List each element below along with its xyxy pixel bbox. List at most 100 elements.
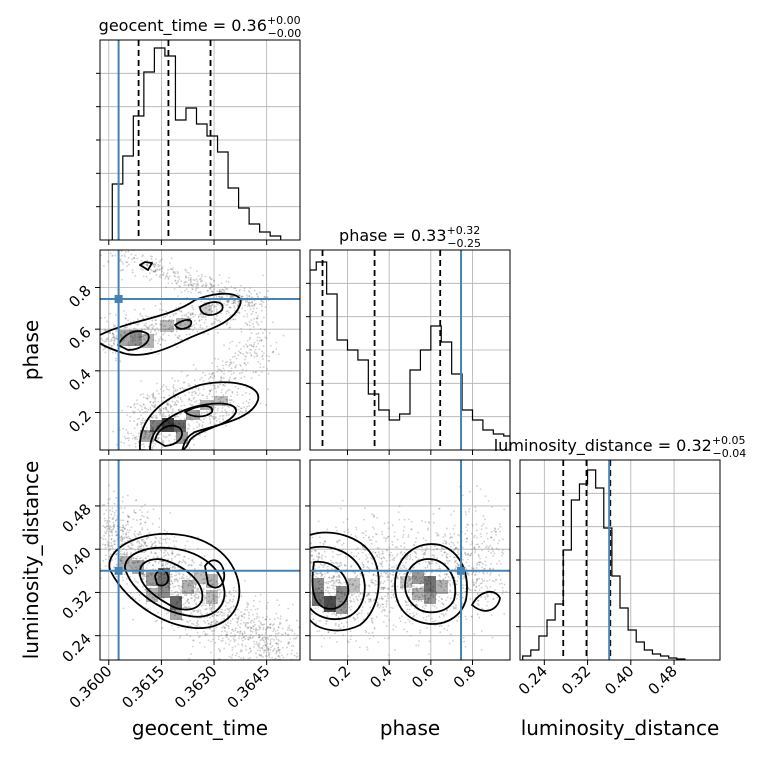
- sample-point: [127, 560, 130, 563]
- sample-point: [121, 576, 124, 579]
- sample-point: [198, 564, 201, 566]
- sample-point: [340, 590, 343, 593]
- sample-point: [444, 542, 447, 545]
- sample-point: [447, 579, 450, 582]
- sample-point: [115, 330, 117, 333]
- sample-point: [160, 336, 162, 339]
- sample-point: [274, 675, 276, 677]
- sample-point: [168, 545, 171, 548]
- sample-point: [174, 402, 176, 405]
- sample-point: [209, 308, 212, 311]
- sample-point: [478, 563, 481, 566]
- sample-point: [424, 549, 427, 552]
- sample-point: [271, 351, 274, 354]
- sample-point: [226, 633, 229, 636]
- sample-point: [336, 578, 338, 581]
- sample-point: [315, 622, 318, 624]
- sample-point: [151, 596, 154, 599]
- sample-point: [146, 511, 149, 513]
- sample-point: [483, 579, 486, 582]
- density-cell: [182, 580, 194, 594]
- sample-point: [98, 507, 100, 509]
- sample-point: [233, 299, 235, 302]
- sample-point: [181, 577, 184, 580]
- sample-point: [211, 614, 214, 617]
- sample-point: [178, 636, 181, 639]
- sample-point: [414, 595, 417, 598]
- sample-point: [261, 636, 264, 639]
- sample-point: [226, 399, 228, 401]
- sample-point: [342, 521, 345, 524]
- sample-point: [392, 593, 395, 596]
- sample-point: [501, 582, 503, 585]
- sample-point: [111, 531, 113, 534]
- sample-point: [368, 593, 371, 596]
- sample-point: [440, 597, 443, 600]
- sample-point: [191, 284, 193, 287]
- sample-point: [211, 372, 214, 375]
- sample-point: [178, 560, 181, 563]
- sample-point: [427, 597, 430, 600]
- sample-point: [279, 669, 281, 671]
- sample-point: [388, 636, 391, 639]
- sample-point: [314, 549, 317, 552]
- sample-point: [343, 581, 345, 584]
- sample-point: [498, 582, 501, 585]
- sample-point: [222, 404, 224, 407]
- sample-point: [396, 538, 399, 541]
- sample-point: [259, 654, 261, 657]
- sample-point: [195, 583, 197, 586]
- sample-point: [388, 564, 391, 567]
- sample-point: [318, 588, 320, 590]
- sample-point: [310, 613, 313, 616]
- sample-point: [142, 545, 145, 547]
- sample-point: [307, 586, 309, 588]
- sample-point: [173, 580, 176, 583]
- sample-point: [356, 547, 359, 550]
- sample-point: [465, 618, 468, 621]
- sample-point: [223, 626, 226, 629]
- sample-point: [120, 278, 123, 281]
- sample-point: [324, 540, 327, 543]
- sample-point: [321, 564, 323, 566]
- sample-point: [144, 575, 146, 578]
- sample-point: [253, 599, 255, 602]
- sample-point: [104, 546, 107, 549]
- sample-point: [465, 537, 468, 540]
- sample-point: [168, 275, 171, 278]
- sample-point: [465, 561, 468, 564]
- sample-point: [193, 574, 196, 577]
- sample-point: [421, 576, 424, 579]
- sample-point: [146, 580, 149, 583]
- sample-point: [158, 409, 161, 412]
- sample-point: [221, 614, 224, 617]
- sample-point: [124, 536, 127, 539]
- sample-point: [356, 598, 359, 601]
- sample-point: [318, 566, 320, 568]
- sample-point: [158, 260, 161, 263]
- sample-point: [190, 291, 192, 294]
- sample-point: [469, 543, 472, 546]
- sample-point: [412, 591, 415, 594]
- sample-point: [127, 344, 130, 347]
- sample-point: [258, 644, 261, 646]
- sample-point: [232, 605, 235, 607]
- sample-point: [378, 553, 381, 556]
- sample-point: [232, 605, 235, 608]
- sample-point: [318, 556, 321, 559]
- sample-point: [195, 287, 198, 290]
- sample-point: [267, 388, 269, 391]
- sample-point: [119, 529, 122, 532]
- sample-point: [443, 627, 446, 630]
- sample-point: [150, 268, 152, 271]
- sample-point: [273, 667, 275, 669]
- sample-point: [147, 536, 150, 539]
- sample-point: [471, 581, 474, 583]
- sample-point: [414, 556, 417, 558]
- sample-point: [303, 589, 305, 591]
- sample-point: [484, 560, 487, 563]
- sample-point: [382, 588, 385, 591]
- sample-point: [152, 401, 155, 404]
- sample-point: [250, 633, 252, 636]
- sample-point: [232, 295, 234, 298]
